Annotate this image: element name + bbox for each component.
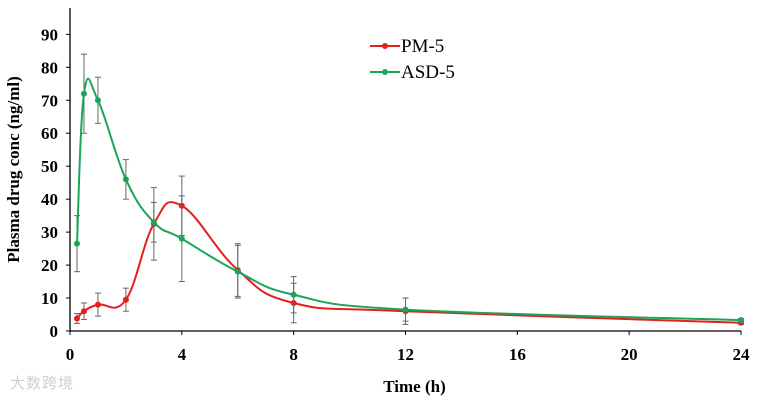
- x-tick-label: 16: [509, 345, 526, 364]
- y-tick-label: 40: [41, 190, 58, 209]
- x-tick-label: 8: [289, 345, 298, 364]
- data-point-pm-5: [80, 308, 87, 315]
- data-point-pm-5: [122, 296, 129, 303]
- data-point-asd-5: [234, 268, 241, 275]
- y-tick-label: 70: [41, 91, 58, 110]
- y-tick-label: 80: [41, 58, 58, 77]
- data-point-pm-5: [94, 301, 101, 308]
- x-tick-label: 20: [621, 345, 638, 364]
- data-point-asd-5: [73, 240, 80, 247]
- data-point-asd-5: [738, 317, 744, 324]
- data-point-asd-5: [150, 219, 157, 226]
- y-tick-label: 0: [50, 322, 59, 341]
- series-line-asd-5: [75, 77, 742, 322]
- x-tick-label: 0: [66, 345, 75, 364]
- watermark-text: 大数跨境: [10, 374, 75, 392]
- y-tick-label: 90: [41, 25, 58, 44]
- y-tick-label: 30: [41, 223, 58, 242]
- series-line-pm-5: [76, 201, 742, 324]
- data-point-asd-5: [122, 176, 129, 183]
- data-point-asd-5: [178, 235, 185, 242]
- x-tick-label: 4: [178, 345, 187, 364]
- legend-marker-pm-5: [382, 43, 388, 49]
- x-tick-label: 12: [397, 345, 414, 364]
- data-point-asd-5: [290, 291, 297, 298]
- y-tick-label: 20: [41, 256, 58, 275]
- data-point-asd-5: [80, 90, 87, 97]
- x-tick-label: 24: [733, 345, 751, 364]
- data-point-asd-5: [402, 306, 409, 313]
- y-tick-label: 60: [41, 124, 58, 143]
- y-tick-label: 50: [41, 157, 58, 176]
- x-axis-title: Time (h): [383, 377, 446, 396]
- y-axis-title: Plasma drug conc (ng/ml): [4, 76, 23, 263]
- legend-label-asd-5: ASD-5: [401, 62, 455, 83]
- data-point-asd-5: [94, 97, 101, 104]
- legend-label-pm-5: PM-5: [401, 36, 444, 57]
- legend-marker-asd-5: [382, 69, 388, 75]
- y-tick-label: 10: [41, 289, 58, 308]
- data-point-pm-5: [73, 315, 80, 322]
